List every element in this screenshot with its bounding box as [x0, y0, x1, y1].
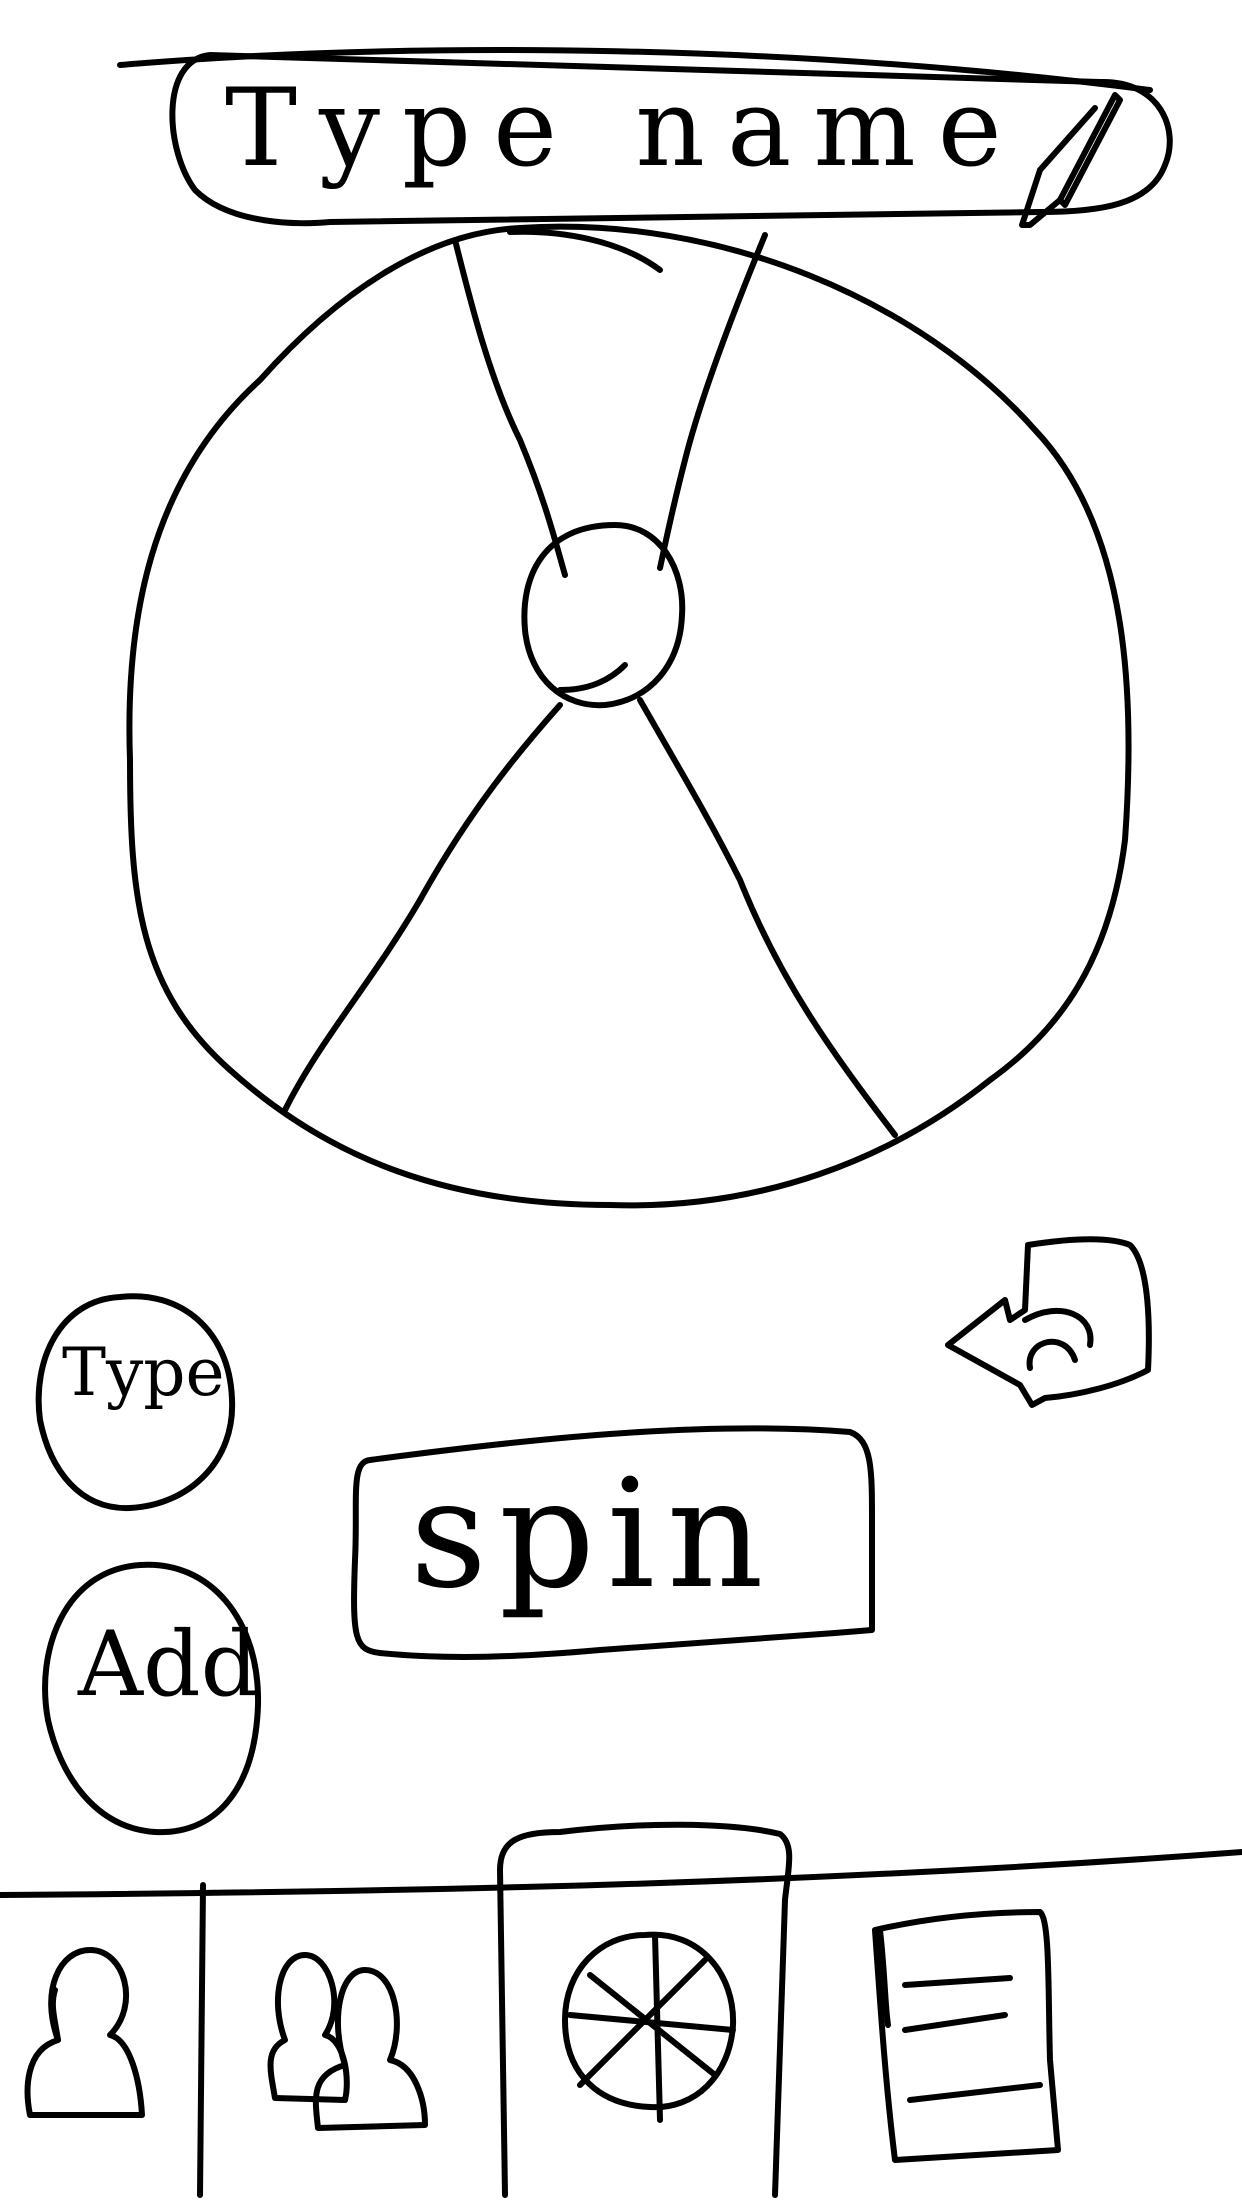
tab-group[interactable] [203, 1890, 500, 2208]
wheel-outline [126, 223, 1132, 1209]
person-icon [24, 1947, 145, 2118]
tab-bar-outline [0, 1821, 1242, 2198]
tab-bar [0, 1890, 1242, 2208]
name-input-placeholder: Type name [225, 66, 1024, 191]
undo-icon [945, 1236, 1152, 1408]
tab-document[interactable] [778, 1890, 1242, 2208]
type-button-outline [35, 1293, 236, 1512]
tab-wheel[interactable] [503, 1835, 775, 2208]
tab-person[interactable] [0, 1890, 200, 2208]
add-button-outline [42, 1561, 262, 1836]
pencil-icon [1019, 92, 1123, 228]
document-icon [872, 1909, 1061, 2163]
type-button-label: Type [62, 1334, 225, 1411]
wheel-spokes [282, 232, 898, 1138]
spin-wheel[interactable] [130, 230, 1130, 1205]
wheel-icon [562, 1931, 737, 2123]
group-icon [267, 1952, 428, 2131]
wheel-hub [521, 522, 686, 709]
spin-button-outline [351, 1425, 875, 1660]
undo-button[interactable] [940, 1230, 1155, 1410]
add-button-label: Add [78, 1612, 259, 1717]
edit-name-button[interactable] [1010, 85, 1135, 235]
name-input-outline [117, 47, 1173, 227]
spin-button-label: spin [410, 1448, 776, 1622]
